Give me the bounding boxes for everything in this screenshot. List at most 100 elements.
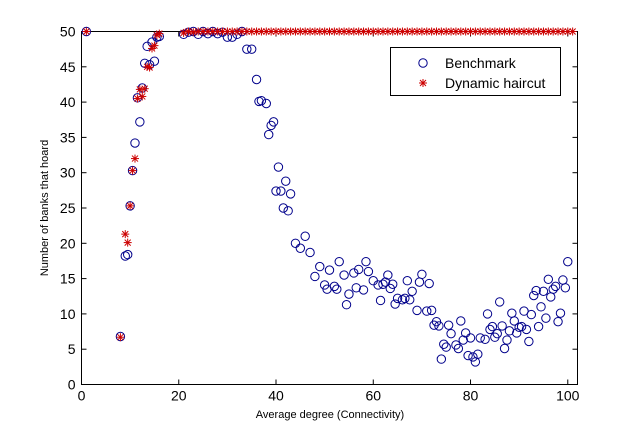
benchmark-point [246, 44, 257, 54]
dynamic-haircut-point [359, 27, 368, 36]
benchmark-point [504, 326, 515, 336]
benchmark-point [555, 308, 566, 318]
dynamic-haircut-point [276, 27, 285, 36]
benchmark-point [536, 302, 546, 312]
benchmark-point [332, 284, 342, 294]
benchmark-point [310, 271, 320, 282]
x-tick-label: 100 [556, 388, 580, 404]
benchmark-point [456, 316, 466, 326]
dynamic-haircut-point [510, 27, 519, 36]
benchmark-point [509, 316, 519, 326]
legend-dynamic-haircut-label: Dynamic haircut [445, 75, 545, 91]
benchmark-point [560, 283, 571, 293]
benchmark-point [499, 343, 510, 354]
benchmark-point [468, 352, 478, 362]
benchmark-point [512, 328, 522, 338]
benchmark-point [375, 295, 386, 306]
benchmark-point [541, 313, 551, 323]
benchmark-point [533, 321, 544, 332]
benchmark-point [485, 324, 495, 335]
dynamic-haircut-point [203, 27, 212, 36]
dynamic-haircut-point [456, 27, 465, 36]
benchmark-point [553, 316, 563, 327]
benchmark-point [378, 279, 388, 289]
y-tick-label: 30 [60, 165, 76, 181]
dynamic-haircut-point [179, 28, 188, 37]
benchmark-point [443, 320, 454, 330]
y-tick-label: 20 [60, 235, 76, 251]
benchmark-point [482, 309, 493, 319]
dynamic-haircut-point [247, 27, 256, 36]
x-tick-label: 0 [78, 388, 86, 404]
y-tick-label: 15 [60, 271, 76, 287]
dynamic-haircut-point [398, 27, 407, 36]
legend: Benchmark Dynamic haircut [390, 47, 561, 96]
benchmark-point [400, 293, 410, 304]
dynamic-haircut-point [301, 27, 310, 36]
benchmark-point [380, 277, 391, 287]
benchmark-point [436, 354, 447, 364]
dynamic-haircut-point [344, 27, 353, 36]
benchmark-point [538, 286, 549, 297]
benchmark-point [402, 276, 413, 286]
benchmark-point [405, 295, 415, 305]
benchmark-point [487, 321, 498, 332]
benchmark-point [426, 305, 437, 316]
benchmark-point [516, 321, 527, 332]
dynamic-haircut-point [199, 27, 208, 36]
benchmark-point [463, 350, 473, 361]
y-tick-label: 50 [60, 24, 76, 40]
dynamic-haircut-point [563, 27, 572, 36]
benchmark-point [344, 289, 354, 299]
benchmark-point [295, 243, 306, 253]
benchmark-point [417, 269, 427, 280]
benchmark-point [361, 256, 371, 267]
dynamic-haircut-point [123, 238, 132, 247]
benchmark-point [349, 268, 359, 278]
benchmark-point [283, 206, 293, 216]
benchmark-point [424, 278, 434, 289]
dynamic-haircut-point [466, 27, 475, 36]
benchmark-point [334, 256, 344, 267]
benchmark-point [273, 162, 284, 172]
benchmark-point [412, 305, 422, 316]
benchmark-point [329, 281, 340, 292]
benchmark-point [397, 295, 408, 305]
x-axis-label: Average degree (Connectivity) [256, 409, 404, 421]
benchmark-point [422, 306, 432, 316]
benchmark-point [122, 249, 133, 260]
x-tick-label: 20 [171, 388, 187, 404]
benchmark-point [125, 201, 135, 211]
benchmark-point [526, 309, 537, 320]
dynamic-haircut-point [554, 27, 563, 36]
benchmark-point [242, 44, 252, 54]
benchmark-point [281, 176, 291, 186]
benchmark-point [480, 334, 490, 345]
benchmark-point [305, 247, 315, 258]
benchmark-point [458, 335, 468, 345]
benchmark-point [363, 266, 374, 277]
y-tick-label: 45 [60, 59, 76, 75]
benchmark-point [341, 300, 352, 310]
benchmark-point [502, 335, 512, 345]
benchmark-point [563, 256, 573, 267]
legend-benchmark-label: Benchmark [445, 55, 517, 71]
benchmark-point [149, 56, 160, 66]
dynamic-haircut-point [155, 29, 164, 38]
benchmark-point [271, 186, 281, 196]
y-tick-label: 10 [60, 306, 76, 322]
benchmark-point [351, 283, 361, 293]
benchmark-point [388, 279, 398, 289]
benchmark-point [120, 251, 130, 261]
y-tick-label: 0 [68, 377, 76, 393]
dynamic-haircut-point [529, 27, 538, 36]
legend-box [390, 47, 561, 96]
y-tick-label: 5 [68, 341, 76, 357]
dynamic-haircut-point [568, 27, 577, 36]
dynamic-haircut-point [128, 166, 137, 175]
legend-benchmark-marker [418, 58, 428, 68]
benchmark-point [497, 321, 507, 331]
benchmark-point [127, 165, 138, 176]
